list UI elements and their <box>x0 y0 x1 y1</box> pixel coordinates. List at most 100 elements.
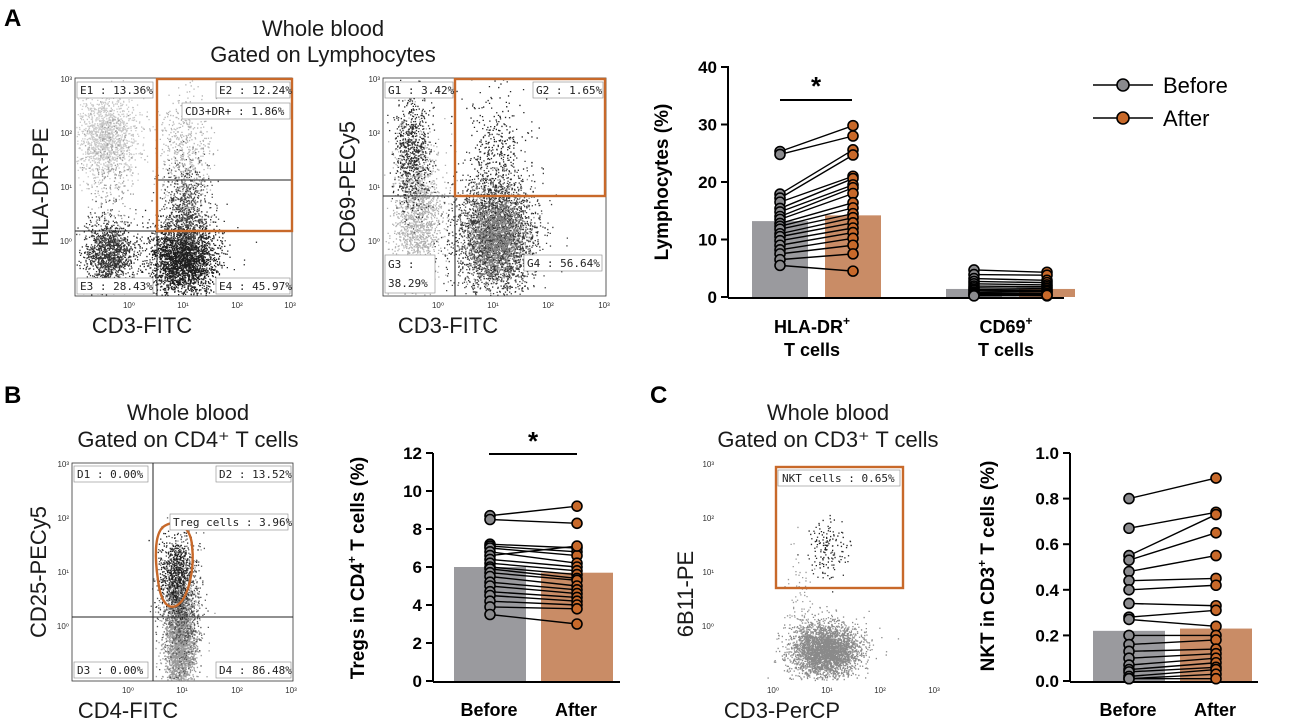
gate-cd3dr-box <box>181 102 291 120</box>
pair-line <box>1128 602 1217 607</box>
pair-line <box>973 277 1048 282</box>
c-ytick-3: 10³ <box>702 460 714 469</box>
pair-line <box>779 227 854 242</box>
chart-b-yticks: 0 2 4 6 8 10 12 <box>403 444 433 691</box>
ytick-label: 10 <box>403 482 422 501</box>
pair-line <box>779 222 854 238</box>
pair-line <box>779 244 854 255</box>
flow-b-title-line2: Gated on CD4⁺ T cells <box>77 427 298 452</box>
a1-xtick-1: 10¹ <box>177 301 189 310</box>
a1-xtick-2: 10² <box>231 301 243 310</box>
pair-line <box>779 175 854 203</box>
flow-plot-a2: G1 : 3.42% G2 : 1.65% G3 : 38.29% G4 : 5… <box>335 75 610 338</box>
ytick-label: 10 <box>698 231 717 250</box>
point-after <box>1210 672 1222 685</box>
c-ytick-2: 10² <box>702 514 714 523</box>
c-ytick-1: 10¹ <box>702 568 714 577</box>
pair-line <box>973 285 1048 288</box>
chart-a-lymphocytes: 0 10 20 30 40 Lymphocytes (%) * HLA-DR+ T ce… <box>652 58 1228 360</box>
pair-line <box>489 545 578 557</box>
pair-line <box>489 585 578 595</box>
chart-b-tregs: 0 2 4 6 8 10 12 Tregs in CD4+ T cells (%) * Be… <box>345 426 620 720</box>
flow-c-title-line2: Gated on CD3⁺ T cells <box>717 427 938 452</box>
pair-line <box>1128 609 1217 618</box>
chart-c-nkt: 0.0 0.2 0.4 0.6 0.8 1.0 NKT in CD3+ T cells (… <box>975 444 1258 720</box>
pair-line <box>489 545 578 553</box>
chart-a-marks <box>752 119 1075 302</box>
pair-line <box>973 294 1048 297</box>
pair-line <box>973 288 1048 291</box>
gate-cd3dr-label: CD3+DR+ : 1.86% <box>185 105 285 118</box>
pair-line <box>489 505 578 517</box>
gate-d1-label: D1 : 0.00% <box>77 468 144 481</box>
point-after <box>1210 604 1222 617</box>
pair-line <box>489 600 578 606</box>
legend-before-label: Before <box>1163 73 1228 98</box>
gate-g3-label-line2: 38.29% <box>388 277 428 290</box>
event-cloud <box>79 83 148 269</box>
event-cloud <box>775 526 821 681</box>
pair-line <box>973 289 1048 292</box>
pair-line <box>779 154 854 199</box>
c-ytick-0: 10⁰ <box>702 622 714 631</box>
pair-line <box>489 566 578 576</box>
pair-line <box>489 575 578 587</box>
point-before <box>1123 672 1135 685</box>
pair-line <box>973 287 1048 290</box>
c-x-axis-label: CD3-PerCP <box>724 698 840 723</box>
point-after <box>571 602 583 615</box>
a1-xtick-3: 10³ <box>284 301 296 310</box>
b-ytick-3: 10³ <box>57 460 69 469</box>
flow-c-nkt-gate <box>774 465 905 590</box>
pair-line <box>1128 652 1217 659</box>
point-before <box>774 148 786 161</box>
chart-c-marks <box>1093 472 1252 685</box>
c-y-axis-label: 6B11-PE <box>673 551 698 637</box>
point-after <box>571 500 583 513</box>
pair-line <box>779 231 854 246</box>
chart-b-sig-star: * <box>528 426 539 456</box>
gate-d4-box <box>215 661 292 679</box>
event-cloud <box>146 80 219 229</box>
gate-e3-box <box>76 277 154 295</box>
chart-a-sig-star: * <box>811 71 822 101</box>
ytick-label: 40 <box>698 58 717 77</box>
pair-line <box>489 613 578 625</box>
chart-a-cat1-line2: T cells <box>784 340 840 360</box>
chart-b-y-label: Tregs in CD4+ T cells (%) <box>345 457 369 679</box>
a1-xtick-0: 10⁰ <box>123 301 135 310</box>
point-after <box>571 540 583 552</box>
gate-g3-box <box>384 254 436 294</box>
pair-line <box>779 124 854 153</box>
b-y-axis-label: CD25-PECy5 <box>26 506 51 638</box>
c-xtick-2: 10² <box>874 686 886 695</box>
legend-after-label: After <box>1163 106 1209 131</box>
pair-line <box>489 591 578 599</box>
ytick-label: 12 <box>403 444 422 463</box>
b-xtick-0: 10⁰ <box>122 686 134 695</box>
pair-line <box>1128 673 1217 680</box>
flow-a1-events <box>76 80 258 297</box>
ytick-label: 6 <box>413 558 422 577</box>
gate-d4-label: D4 : 86.48% <box>219 664 292 677</box>
gate-d1-box <box>73 465 149 483</box>
ytick-label: 0.4 <box>1035 581 1059 600</box>
pair-line <box>1128 513 1217 557</box>
pair-line <box>489 594 578 602</box>
a2-xtick-1: 10¹ <box>487 301 499 310</box>
pair-line <box>779 184 854 213</box>
c-xtick-0: 10⁰ <box>767 686 779 695</box>
ytick-label: 20 <box>698 173 717 192</box>
point-after <box>571 517 583 530</box>
flow-c-title-line1: Whole blood <box>767 400 889 425</box>
point-before <box>484 608 496 621</box>
chart-b-marks <box>454 500 613 681</box>
pair-line <box>1128 577 1217 582</box>
flow-b-title-line1: Whole blood <box>127 400 249 425</box>
flow-plot-c: NKT cells : 0.65% 10³ 10² 10¹ 10⁰ 10⁰ 10… <box>673 460 940 723</box>
point-after <box>1210 508 1222 521</box>
point-before <box>1123 597 1135 610</box>
gate-e4-label: E4 : 45.97% <box>219 280 292 293</box>
a2-y-axis-label: CD69-PECy5 <box>335 121 360 253</box>
